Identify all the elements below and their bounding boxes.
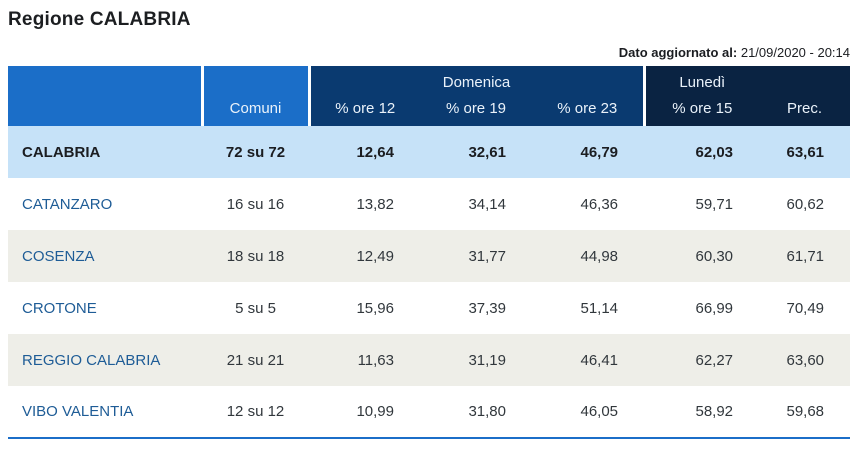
ore23-value: 46,36 bbox=[532, 178, 645, 230]
ore15-value: 66,99 bbox=[644, 282, 760, 334]
ore19-value: 31,19 bbox=[420, 334, 532, 386]
province-link[interactable]: REGGIO CALABRIA bbox=[22, 351, 161, 369]
prec-value: 60,62 bbox=[759, 178, 851, 230]
province-row: COSENZA 18 su 18 12,49 31,77 44,98 60,30… bbox=[8, 230, 851, 282]
ore19-column-header: % ore 19 bbox=[420, 92, 532, 126]
ore19-value: 37,39 bbox=[420, 282, 532, 334]
ore19-value: 32,61 bbox=[420, 126, 532, 178]
ore12-value: 10,99 bbox=[309, 386, 420, 438]
ore15-value: 60,30 bbox=[644, 230, 760, 282]
prec-column-header: Prec. bbox=[759, 66, 851, 126]
ore15-value: 62,03 bbox=[644, 126, 760, 178]
updated-info: Dato aggiornato al: 21/09/2020 - 20:14 bbox=[8, 45, 850, 60]
comuni-value: 12 su 12 bbox=[202, 386, 309, 438]
prec-value: 70,49 bbox=[759, 282, 851, 334]
ore12-value: 13,82 bbox=[309, 178, 420, 230]
ore12-value: 11,63 bbox=[309, 334, 420, 386]
comuni-value: 16 su 16 bbox=[202, 178, 309, 230]
comuni-value: 18 su 18 bbox=[202, 230, 309, 282]
prec-value: 63,61 bbox=[759, 126, 851, 178]
ore23-column-header: % ore 23 bbox=[532, 92, 645, 126]
ore23-value: 46,41 bbox=[532, 334, 645, 386]
table-header: Comuni Domenica Lunedì Prec. % ore 12 % … bbox=[8, 66, 851, 126]
page-title: Regione CALABRIA bbox=[8, 9, 191, 30]
province-link[interactable]: VIBO VALENTIA bbox=[22, 403, 134, 420]
prec-value: 59,68 bbox=[759, 386, 851, 438]
ore23-value: 51,14 bbox=[532, 282, 645, 334]
region-name: CALABRIA bbox=[8, 126, 202, 178]
ore19-value: 34,14 bbox=[420, 178, 532, 230]
lunedi-group-header: Lunedì bbox=[642, 66, 760, 92]
prec-value: 61,71 bbox=[759, 230, 851, 282]
province-row: REGGIO CALABRIA 21 su 21 11,63 31,19 46,… bbox=[8, 334, 851, 386]
province-link[interactable]: CATANZARO bbox=[22, 195, 113, 213]
comuni-value: 5 su 5 bbox=[202, 282, 309, 334]
comuni-value: 21 su 21 bbox=[202, 334, 309, 386]
ore19-value: 31,80 bbox=[420, 386, 532, 438]
comuni-value: 72 su 72 bbox=[202, 126, 309, 178]
ore23-value: 46,79 bbox=[532, 126, 645, 178]
comuni-column-header: Comuni bbox=[200, 66, 309, 126]
results-table: Comuni Domenica Lunedì Prec. % ore 12 % … bbox=[8, 66, 851, 439]
ore12-value: 12,64 bbox=[309, 126, 420, 178]
ore23-value: 46,05 bbox=[532, 386, 645, 438]
ore15-value: 58,92 bbox=[644, 386, 760, 438]
ore15-value: 62,27 bbox=[644, 334, 760, 386]
ore12-column-header: % ore 12 bbox=[307, 92, 420, 126]
domenica-group-header: Domenica bbox=[307, 66, 645, 92]
province-row: CROTONE 5 su 5 15,96 37,39 51,14 66,99 7… bbox=[8, 282, 851, 334]
province-row: VIBO VALENTIA 12 su 12 10,99 31,80 46,05… bbox=[8, 386, 851, 438]
ore15-column-header: % ore 15 bbox=[642, 92, 760, 126]
ore12-value: 12,49 bbox=[309, 230, 420, 282]
province-link[interactable]: COSENZA bbox=[22, 247, 95, 265]
ore12-value: 15,96 bbox=[309, 282, 420, 334]
prec-value: 63,60 bbox=[759, 334, 851, 386]
province-row: CATANZARO 16 su 16 13,82 34,14 46,36 59,… bbox=[8, 178, 851, 230]
ore15-value: 59,71 bbox=[644, 178, 760, 230]
empty-header-cell bbox=[8, 66, 202, 126]
province-link[interactable]: CROTONE bbox=[22, 299, 97, 317]
ore23-value: 44,98 bbox=[532, 230, 645, 282]
ore19-value: 31,77 bbox=[420, 230, 532, 282]
region-total-row: CALABRIA 72 su 72 12,64 32,61 46,79 62,0… bbox=[8, 126, 851, 178]
updated-value: 21/09/2020 - 20:14 bbox=[740, 45, 850, 60]
updated-label: Dato aggiornato al: bbox=[618, 45, 738, 60]
